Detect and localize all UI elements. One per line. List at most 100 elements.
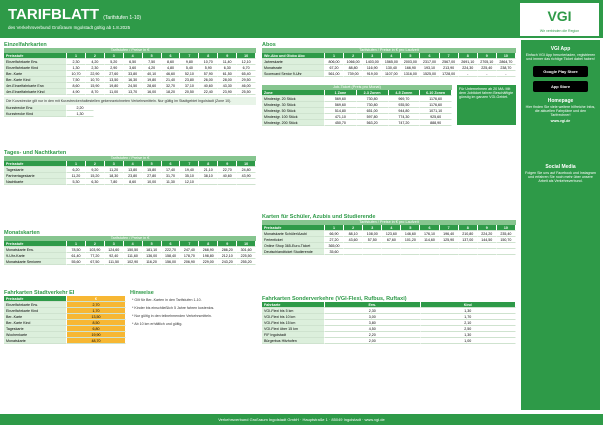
table-cell: 1071,10: [420, 108, 452, 114]
table-cell: 150,70: [496, 237, 516, 243]
table-cell: VGI-Flexi bis 10 km: [262, 314, 325, 320]
table-cell: 27,20: [325, 237, 345, 243]
table-cell: 9: [218, 161, 238, 167]
table-cell: Preisstufe: [262, 225, 325, 231]
table-cell: 27,80: [142, 173, 162, 179]
table-row: Wochenkarte 19,90: [4, 332, 126, 338]
section: Fahrkarten Stadtverkehr EI Preisstufe € Ein…: [4, 290, 126, 344]
note-line: * Ab 10 km erhältlich und gültig.: [130, 320, 256, 328]
table-cell: 13,50: [104, 77, 124, 83]
table-cell: 7,80: [104, 179, 124, 185]
table-cell: 4,20: [85, 59, 105, 65]
table-cell: 1403,00: [363, 59, 383, 65]
title-suffix: (Tarifstufen 1-10): [103, 15, 142, 21]
table-cell: 2,50: [420, 326, 516, 332]
table-cell: 747,20: [388, 120, 421, 126]
table-cell: 7,50: [67, 77, 86, 83]
table-cell: 35,60: [325, 249, 345, 255]
table-cell: Mindestgr. 30 Stück: [262, 102, 325, 108]
table-cell: 919,00: [363, 71, 383, 77]
table-cell: 40,10: [142, 71, 162, 77]
table-row: Zone 1 Zone 2-3 Zonen 4-5 Zonen 6-10 Zonen: [262, 90, 452, 96]
table-cell: 6,30: [85, 179, 105, 185]
table-cell: [382, 243, 402, 249]
table-cell: 2,30: [67, 59, 86, 65]
table-cell: 4,90: [67, 89, 86, 95]
table-cell: 10: [237, 161, 257, 167]
table-cell: [496, 249, 516, 255]
table-row: Preisstufe 1 2 3 4 5 6 7 8 9 10: [4, 161, 257, 167]
table-cell: [382, 249, 402, 255]
table-cell: 3,80: [325, 320, 421, 326]
table-cell: 10,70: [67, 71, 86, 77]
table-cell: Monatsrate: [262, 65, 325, 71]
table-cell: 22,70: [218, 167, 238, 173]
table-cell: 198,80: [199, 253, 219, 259]
table-cell: 1066,00: [344, 59, 364, 65]
table-cell: [458, 243, 478, 249]
section-title: Karten für Schüler, Azubis und Studieren…: [262, 214, 376, 220]
table-cell: 450,70: [325, 120, 357, 126]
table-cell: 43,60: [344, 237, 364, 243]
table-caption: Job-Ticket (Preis pro Monat): [262, 85, 452, 90]
table-cell: 1,30: [67, 65, 86, 71]
table-cell: 4: [382, 225, 402, 231]
table-cell: 9: [477, 225, 497, 231]
table-cell: 5: [401, 225, 421, 231]
table-cell: Ber.-Karte: [4, 71, 67, 77]
table-cell: 31,70: [161, 173, 181, 179]
table-cell: 806,00: [325, 59, 345, 65]
table-cell: 597,80: [356, 114, 389, 120]
title-text: TARIFBLATT: [8, 6, 100, 23]
table-cell: 1,00: [420, 338, 516, 344]
table-cell: 5: [401, 53, 421, 59]
table-cell: 158,40: [161, 253, 181, 259]
section: Tages- und Nachtkarten Tarifstufen / Prei…: [4, 150, 257, 185]
table-cell: 222,70: [161, 247, 181, 253]
table-row: Nachtkarte 5,30 6,30 7,80 8,60 10,00 11,30 12,1…: [4, 179, 257, 185]
table-cell: 21,10: [199, 167, 219, 173]
table-cell: [363, 249, 383, 255]
table-cell: 739,00: [344, 71, 364, 77]
sidebar-text: Hier finden Sie viele weitere hilfreiche…: [525, 105, 596, 117]
table-cell: 11,00: [104, 89, 124, 95]
table-cell: 116,90: [363, 65, 383, 71]
table-cell: 4,50: [325, 326, 421, 332]
table-cell: 235,40: [496, 231, 516, 237]
table-cell: 2: [85, 53, 105, 59]
table-cell: 247,40: [180, 247, 200, 253]
table-row: VGI-Flexi bis 5 km 2,30 1,30: [262, 308, 516, 314]
table-cell: 88,10: [344, 231, 364, 237]
table-cell: 969,70: [388, 96, 421, 102]
table-cell: 137,00: [458, 237, 478, 243]
table-cell: 144,50: [477, 237, 497, 243]
table-cell: 10: [237, 241, 257, 247]
table-cell: [344, 243, 364, 249]
table-cell: 8: [458, 53, 478, 59]
table-cell: Tageskarte: [4, 326, 67, 332]
table-cell: 146,60: [401, 231, 421, 237]
table-cell: Scorecard Senior 9-Uhr: [262, 71, 325, 77]
table-cell: 23,80: [180, 77, 200, 83]
table-row: Ferienticket 27,20 43,60 57,50 67,60 101,20 11…: [262, 237, 516, 243]
table-cell: 888,90: [420, 120, 452, 126]
table-cell: 4-5 Zonen: [388, 90, 421, 96]
subtitle: des Verkehrsverbund Großraum Ingolstadt …: [8, 25, 131, 30]
table-cell: 2: [344, 53, 364, 59]
table-cell: 125,90: [439, 237, 459, 243]
table-cell: Kurzstrecke Erw.: [4, 105, 67, 111]
table-cell: 7: [439, 53, 459, 59]
table-row: Monatskarte Schüler/Azubi 66,90 88,10 108,0…: [262, 231, 516, 237]
table-cell: 32,70: [161, 83, 181, 89]
table-cell: 9-Uhr-Karte: [4, 253, 67, 259]
sidebar-title: VGI App: [550, 46, 571, 52]
table-row: Wir-Abo und Globo Abo 1 2 3 4 5 6 7 8 9 10: [262, 53, 516, 59]
section: Abos Tarifstufen / Preise in € pro Laufze…: [262, 42, 516, 77]
table-cell: Ber.-Karte Kind: [4, 320, 67, 326]
table-caption: Tarifstufen / Preise in €: [4, 156, 256, 161]
table-cell: 651,00: [356, 108, 389, 114]
table-cell: Mindestgr. 50 Stück: [262, 108, 325, 114]
table-cell: 20,50: [180, 89, 200, 95]
table-cell: [199, 179, 219, 185]
table-row: Einzelfahrkarte Erw. 2,70: [4, 302, 126, 308]
